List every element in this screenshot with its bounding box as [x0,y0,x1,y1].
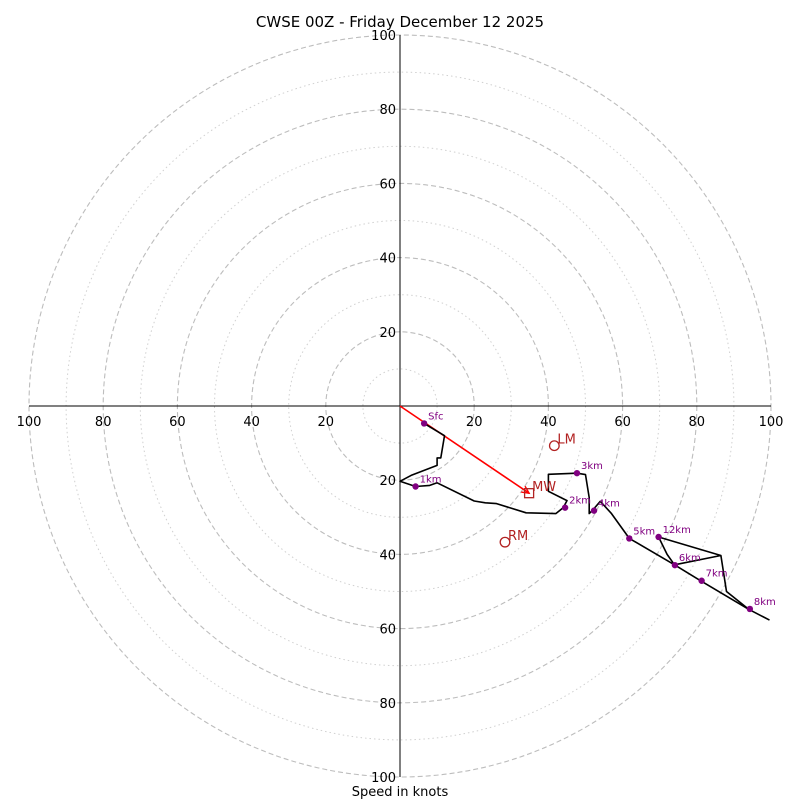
height-label-2km: 2km [569,496,591,507]
x-tick-label: 40 [540,415,557,430]
height-label-6km: 6km [679,553,701,564]
y-tick-label: 40 [379,548,396,563]
y-tick-label: 60 [379,177,396,192]
y-tick-label: 100 [371,29,396,44]
x-tick-label: 60 [169,415,186,430]
motion-marker-lm [548,440,560,452]
x-tick-label: 60 [614,415,631,430]
motion-label-rm: RM [508,529,528,544]
motion-marker-rm [499,536,511,548]
shear-vector-line [399,405,530,494]
height-markers: Sfc 1km 2km 3km 4km 5km 12km 6km 7km 8km [412,411,776,613]
height-marker-1km [412,483,419,490]
x-tick-label: 100 [759,415,784,430]
height-marker-sfc [420,420,428,427]
height-label-8km: 8km [754,597,776,608]
x-tick-label: 80 [95,415,112,430]
motion-marker-mw [523,488,535,499]
height-marker-4km [590,507,598,514]
hodograph-upper-line [657,536,750,610]
motion-label-mw: MW [532,480,556,495]
y-tick-label: 100 [371,771,396,786]
x-tick-label: 20 [318,415,335,430]
y-tick-label: 20 [379,326,396,341]
height-marker-7km [698,577,705,584]
height-label-3km: 3km [581,461,603,472]
height-label-5km: 5km [633,526,655,537]
hodograph-trace [399,422,770,621]
x-tick-label: 40 [243,415,260,430]
height-marker-3km [573,469,581,477]
height-marker-2km [561,504,569,511]
height-marker-12km [655,533,662,541]
height-label-7km: 7km [706,569,728,580]
height-label-4km: 4km [598,499,620,510]
motion-label-lm: LM [557,433,575,448]
height-marker-6km [671,561,679,569]
y-tick-label: 60 [379,623,396,638]
y-tick-label: 20 [379,474,396,489]
hodograph-line [399,422,770,621]
chart-title: CWSE 00Z - Friday December 12 2025 [256,13,544,31]
height-label-1km: 1km [420,475,442,486]
height-label-sfc: Sfc [428,411,443,422]
y-tick-label: 80 [379,103,396,118]
y-tick-label: 40 [379,252,396,267]
tick-labels: 100 80 60 40 20 20 40 60 80 100 20 40 60 80 100 20 40 60 8… [17,29,784,786]
x-tick-label: 20 [466,415,483,430]
y-tick-label: 80 [379,697,396,712]
x-tick-label: 80 [689,415,706,430]
height-marker-8km [746,605,754,613]
height-marker-5km [626,535,633,542]
storm-motion-markers: LM MW RM [499,433,576,548]
x-tick-label: 100 [17,415,42,430]
height-label-12km: 12km [663,525,691,536]
x-axis-label: Speed in knots [352,785,449,800]
